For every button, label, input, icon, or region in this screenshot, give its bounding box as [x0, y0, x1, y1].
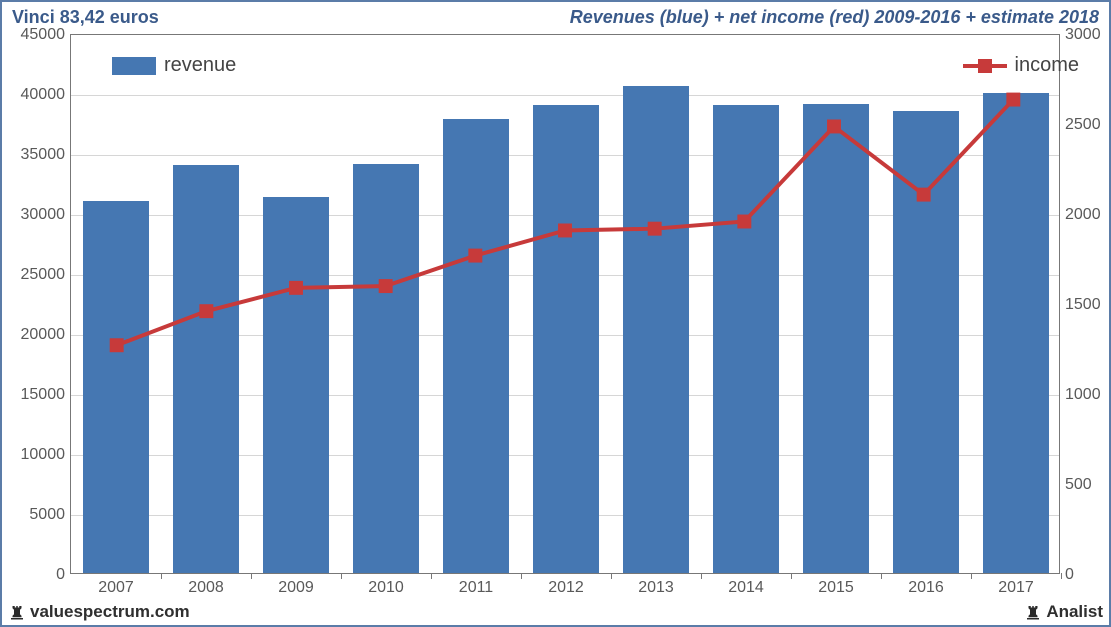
footer-right-text: Analist: [1046, 602, 1103, 622]
income-marker: [468, 249, 482, 263]
y-left-tick: 0: [56, 566, 71, 584]
x-tick: 2012: [548, 573, 584, 597]
income-marker: [199, 304, 213, 318]
income-marker: [558, 223, 572, 237]
x-tick: 2015: [818, 573, 854, 597]
y-left-tick: 35000: [21, 146, 72, 164]
rook-icon: [8, 603, 26, 621]
x-tick-mark: [431, 573, 432, 579]
y-right-tick: 2500: [1059, 116, 1101, 134]
footer: valuespectrum.com Analist: [8, 601, 1103, 623]
x-tick-mark: [971, 573, 972, 579]
income-marker: [648, 222, 662, 236]
y-right-tick: 1500: [1059, 296, 1101, 314]
y-left-tick: 10000: [21, 446, 72, 464]
legend-income-label: income: [1015, 54, 1079, 77]
title-left: Vinci 83,42 euros: [12, 7, 159, 28]
legend-income-swatch: [963, 64, 1007, 68]
legend-revenue-label: revenue: [164, 54, 236, 77]
y-left-tick: 15000: [21, 386, 72, 404]
y-right-tick: 500: [1059, 476, 1092, 494]
plot-area: 0500010000150002000025000300003500040000…: [70, 34, 1060, 574]
income-marker: [737, 215, 751, 229]
x-tick-mark: [791, 573, 792, 579]
x-tick: 2010: [368, 573, 404, 597]
y-left-tick: 5000: [29, 506, 71, 524]
x-tick: 2011: [459, 573, 493, 597]
x-tick: 2009: [278, 573, 314, 597]
footer-right: Analist: [1024, 602, 1103, 622]
rook-icon: [1024, 603, 1042, 621]
header: Vinci 83,42 euros Revenues (blue) + net …: [12, 6, 1099, 28]
income-marker: [110, 338, 124, 352]
x-tick-mark: [341, 573, 342, 579]
income-marker: [1006, 93, 1020, 107]
x-tick: 2007: [98, 573, 134, 597]
y-left-tick: 20000: [21, 326, 72, 344]
y-left-tick: 40000: [21, 86, 72, 104]
legend-revenue: revenue: [112, 54, 236, 77]
x-tick: 2017: [998, 573, 1034, 597]
title-right: Revenues (blue) + net income (red) 2009-…: [570, 7, 1099, 28]
income-line: [117, 100, 1014, 346]
x-tick: 2013: [638, 573, 674, 597]
y-right-tick: 1000: [1059, 386, 1101, 404]
income-marker: [379, 279, 393, 293]
y-left-tick: 30000: [21, 206, 72, 224]
x-tick-mark: [1061, 573, 1062, 579]
income-marker: [827, 119, 841, 133]
x-tick-mark: [521, 573, 522, 579]
legend-revenue-swatch: [112, 57, 156, 75]
legend-income: income: [963, 54, 1079, 77]
y-left-tick: 25000: [21, 266, 72, 284]
x-tick: 2008: [188, 573, 224, 597]
income-marker: [289, 281, 303, 295]
x-tick-mark: [161, 573, 162, 579]
x-tick: 2016: [908, 573, 944, 597]
x-tick: 2014: [728, 573, 764, 597]
x-tick-mark: [881, 573, 882, 579]
y-right-tick: 2000: [1059, 206, 1101, 224]
x-tick-mark: [251, 573, 252, 579]
y-left-tick: 45000: [21, 26, 72, 44]
income-marker: [917, 188, 931, 202]
x-tick-mark: [611, 573, 612, 579]
y-right-tick: 3000: [1059, 26, 1101, 44]
chart-frame: Vinci 83,42 euros Revenues (blue) + net …: [0, 0, 1111, 627]
income-line-layer: [71, 35, 1059, 573]
footer-left: valuespectrum.com: [8, 602, 190, 622]
x-tick-mark: [701, 573, 702, 579]
footer-left-text: valuespectrum.com: [30, 602, 190, 622]
